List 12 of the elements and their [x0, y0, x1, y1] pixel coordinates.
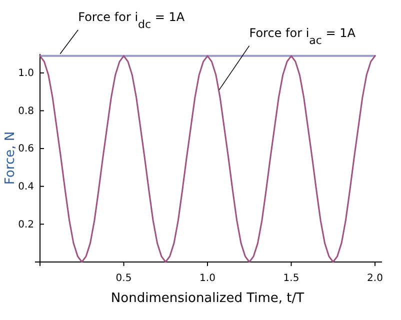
y-tick-label: 0.2 — [18, 219, 34, 230]
line-series — [39, 55, 376, 263]
x-tick-label: 1.0 — [200, 273, 216, 284]
y-tick-label: 0.4 — [18, 182, 34, 193]
x-tick-label: 2.0 — [367, 273, 383, 284]
y-axis-title: Force, N — [3, 131, 18, 185]
y-tick-label: 1.0 — [18, 68, 34, 80]
y-tick-label: 0.6 — [18, 144, 34, 155]
x-tick-label: 0.5 — [116, 273, 132, 284]
x-tick-label: 1.5 — [283, 273, 300, 284]
x-axis-title: Nondimensionalized Time, t/T — [110, 291, 304, 306]
y-tick-label: 0.8 — [18, 106, 34, 117]
